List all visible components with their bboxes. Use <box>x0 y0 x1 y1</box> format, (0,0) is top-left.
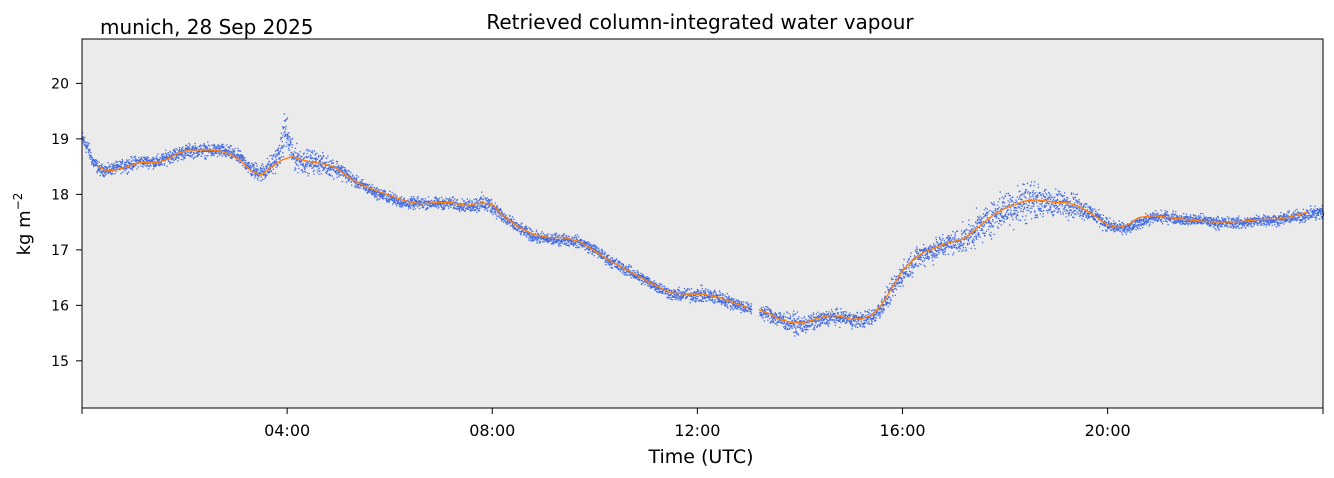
chart-title: Retrieved column-integrated water vapour <box>486 10 914 34</box>
plot-background <box>82 39 1323 408</box>
y-axis-label: kg m−2 <box>11 193 35 256</box>
location-label: munich, 28 Sep 2025 <box>100 15 314 39</box>
smoothed-line-2 <box>758 199 1308 324</box>
y-axis-label-main: kg m <box>14 210 35 255</box>
x-tick-label: 04:00 <box>264 421 310 440</box>
x-tick-label: 20:00 <box>1085 421 1131 440</box>
x-axis-label: Time (UTC) <box>647 446 753 468</box>
y-tick-label: 15 <box>51 354 69 370</box>
y-tick-label: 18 <box>51 187 69 203</box>
smoothed-series <box>97 149 1308 324</box>
y-axis-label-exponent: −2 <box>11 193 25 211</box>
y-tick-label: 16 <box>51 298 69 314</box>
smoothed-line-1 <box>97 149 749 309</box>
y-tick-label: 19 <box>51 132 69 148</box>
plot-frame <box>81 38 1324 409</box>
y-axis: 15 16 17 18 19 20 <box>51 76 82 370</box>
y-tick-label: 17 <box>51 243 69 259</box>
x-tick-label: 08:00 <box>469 421 515 440</box>
y-tick-label: 20 <box>51 76 69 92</box>
x-tick-label: 12:00 <box>674 421 720 440</box>
scatter-series <box>82 113 1325 337</box>
scatter-points <box>82 113 1325 337</box>
x-tick-label: 16:00 <box>879 421 925 440</box>
x-axis: 04:00 08:00 12:00 16:00 20:00 <box>81 408 1324 440</box>
